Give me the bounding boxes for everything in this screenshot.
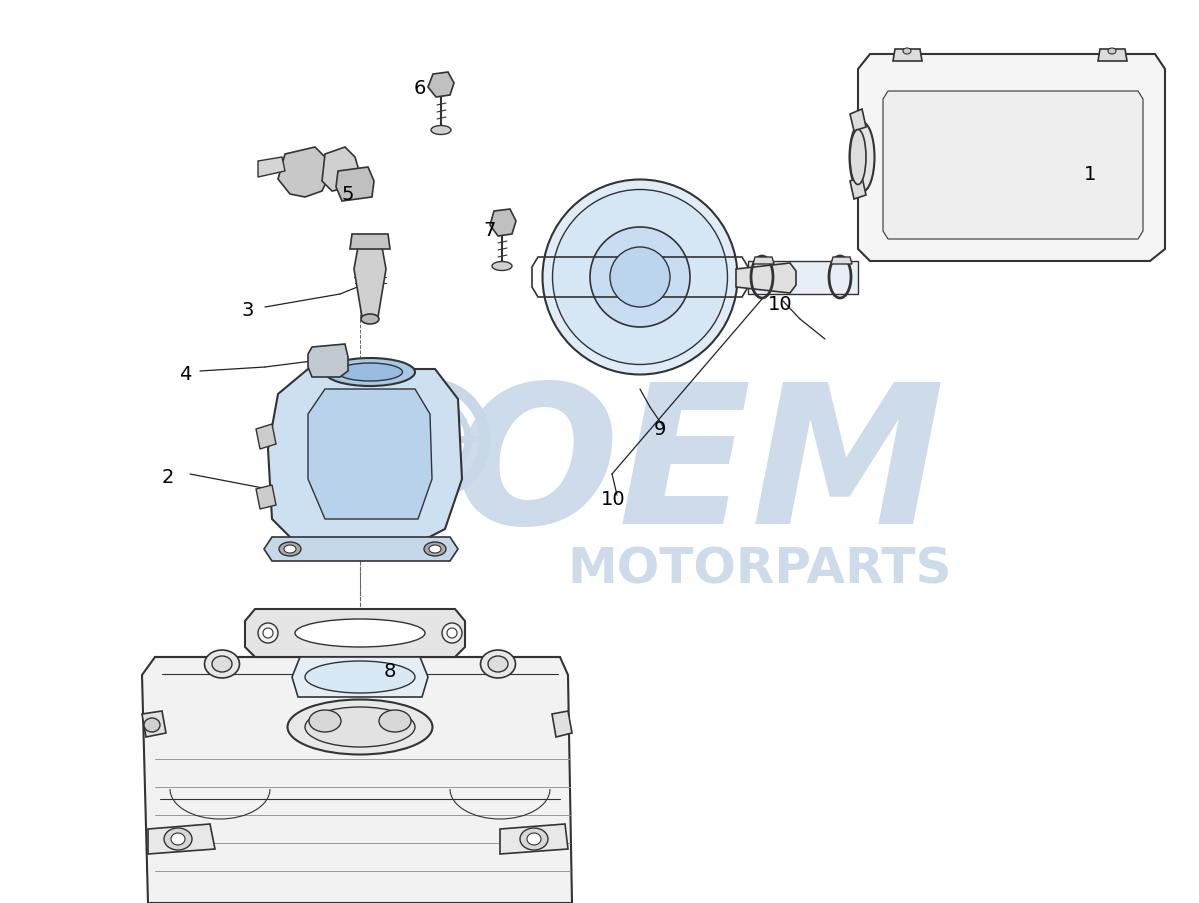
Polygon shape (736, 264, 796, 293)
Polygon shape (1098, 50, 1127, 62)
Ellipse shape (424, 543, 446, 556)
Text: 9: 9 (653, 420, 667, 439)
Ellipse shape (542, 181, 737, 375)
Text: OEM: OEM (454, 376, 946, 563)
Polygon shape (490, 209, 516, 237)
Ellipse shape (520, 828, 548, 850)
Polygon shape (748, 262, 858, 294)
Polygon shape (882, 92, 1143, 239)
Polygon shape (831, 257, 852, 265)
Ellipse shape (1108, 49, 1116, 55)
Polygon shape (500, 824, 568, 854)
Polygon shape (893, 50, 922, 62)
Text: MOTORPARTS: MOTORPARTS (568, 545, 952, 593)
Text: 3: 3 (242, 300, 254, 319)
Polygon shape (354, 247, 386, 318)
Polygon shape (858, 55, 1165, 262)
Ellipse shape (361, 314, 379, 325)
Ellipse shape (430, 126, 451, 135)
Ellipse shape (429, 545, 441, 554)
Ellipse shape (305, 661, 415, 694)
Text: 4: 4 (179, 365, 191, 384)
Text: 6: 6 (414, 79, 426, 98)
Ellipse shape (610, 247, 670, 308)
Ellipse shape (171, 833, 185, 845)
Polygon shape (323, 148, 360, 191)
Polygon shape (278, 148, 330, 198)
Ellipse shape (850, 123, 874, 192)
Polygon shape (308, 345, 348, 377)
Polygon shape (336, 168, 374, 201)
Polygon shape (293, 657, 428, 697)
Polygon shape (264, 537, 458, 562)
Polygon shape (350, 235, 390, 250)
Polygon shape (258, 158, 285, 178)
Ellipse shape (263, 628, 273, 638)
Ellipse shape (144, 718, 159, 732)
Ellipse shape (442, 623, 462, 643)
Ellipse shape (205, 650, 240, 678)
Ellipse shape (492, 262, 512, 271)
Polygon shape (269, 369, 462, 547)
Polygon shape (428, 73, 454, 98)
Ellipse shape (528, 833, 541, 845)
Ellipse shape (850, 130, 866, 185)
Polygon shape (850, 110, 866, 132)
Ellipse shape (447, 628, 457, 638)
Ellipse shape (379, 711, 411, 732)
Ellipse shape (288, 700, 433, 755)
Polygon shape (257, 424, 276, 450)
Text: 2: 2 (162, 468, 174, 487)
Polygon shape (257, 486, 276, 509)
Text: 10: 10 (601, 490, 626, 509)
Ellipse shape (337, 364, 403, 382)
Polygon shape (147, 824, 215, 854)
Ellipse shape (284, 545, 296, 554)
Ellipse shape (590, 228, 689, 328)
Polygon shape (753, 257, 775, 265)
Text: 10: 10 (767, 295, 793, 314)
Ellipse shape (488, 656, 508, 672)
Ellipse shape (481, 650, 516, 678)
Polygon shape (308, 389, 432, 519)
Ellipse shape (212, 656, 231, 672)
Ellipse shape (295, 619, 424, 647)
Ellipse shape (258, 623, 278, 643)
Text: 8: 8 (384, 662, 396, 681)
Ellipse shape (903, 49, 911, 55)
Polygon shape (850, 178, 866, 200)
Ellipse shape (553, 191, 728, 365)
Ellipse shape (325, 358, 415, 386)
Ellipse shape (309, 711, 341, 732)
Polygon shape (552, 712, 572, 737)
Polygon shape (141, 712, 165, 737)
Polygon shape (245, 610, 465, 657)
Ellipse shape (164, 828, 192, 850)
Text: 7: 7 (484, 220, 496, 239)
Polygon shape (141, 657, 572, 903)
Text: 1: 1 (1084, 165, 1096, 184)
Ellipse shape (305, 707, 415, 747)
Text: 5: 5 (342, 185, 354, 204)
Ellipse shape (279, 543, 301, 556)
